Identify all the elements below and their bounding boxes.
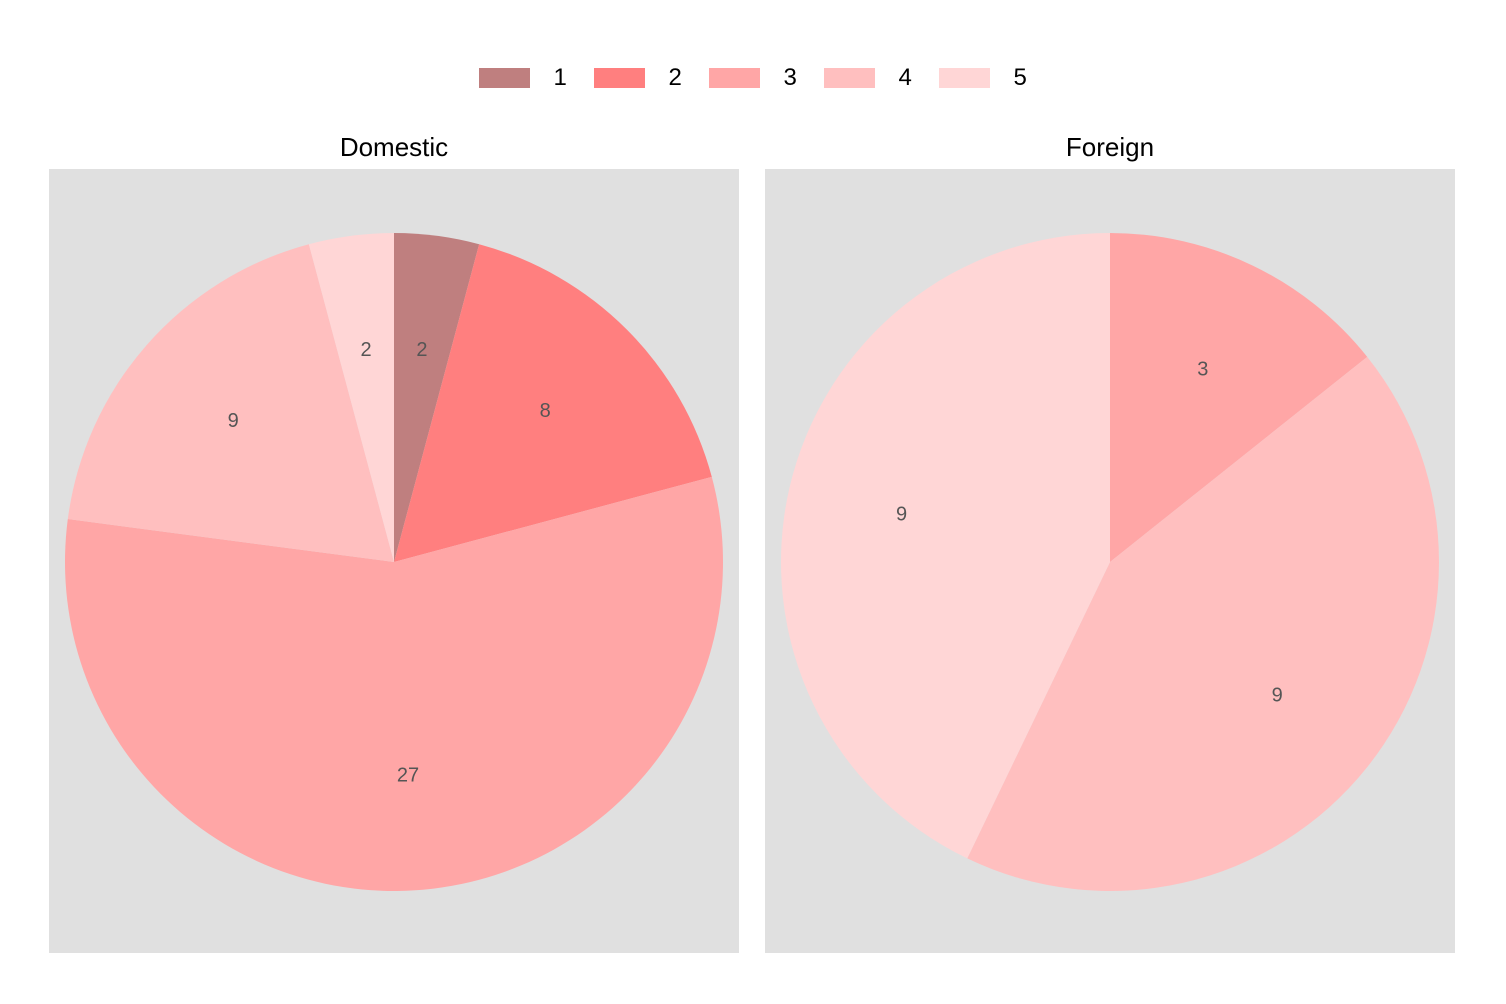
panel-domestic: 2 8 27 9 2 — [49, 169, 739, 953]
legend-swatch-4 — [823, 68, 875, 88]
legend-item-3: 3 — [708, 64, 798, 92]
legend-label-5: 5 — [1013, 64, 1027, 91]
legend-swatch-3 — [708, 68, 760, 88]
pie-chart-domestic: 2 8 27 9 2 — [64, 233, 723, 891]
pie-slice-3 — [64, 476, 723, 891]
slice-label-5: 9 — [896, 503, 907, 525]
slice-label-4: 9 — [228, 410, 239, 432]
legend-swatch-1 — [478, 68, 530, 88]
pie-slice-5 — [308, 233, 394, 562]
pie-slice-4 — [67, 244, 394, 562]
pie-slice-2 — [394, 244, 712, 562]
slice-label-5: 2 — [361, 339, 372, 361]
pie-slice-4 — [967, 356, 1440, 892]
legend-swatch-2 — [593, 68, 645, 88]
slice-label-3: 3 — [1197, 358, 1208, 380]
legend-item-5: 5 — [938, 64, 1028, 92]
panel-title-domestic: Domestic — [339, 132, 449, 162]
pie-slice-3 — [1110, 233, 1368, 562]
legend-swatch-5 — [938, 68, 990, 88]
pie-chart-foreign: 3 9 9 — [780, 232, 1440, 892]
legend-label-2: 2 — [668, 64, 682, 91]
legend-label-4: 4 — [898, 64, 912, 91]
legend: 1 2 3 4 5 — [0, 58, 1506, 98]
legend-label-1: 1 — [553, 64, 567, 91]
panel-title-foreign: Foreign — [1065, 132, 1155, 162]
pie-slice-5 — [780, 232, 1110, 859]
legend-label-3: 3 — [783, 64, 797, 91]
slice-label-4: 9 — [1272, 684, 1283, 706]
pie-slice-1 — [394, 233, 480, 562]
panel-foreign: 3 9 9 — [765, 169, 1455, 953]
legend-item-4: 4 — [823, 64, 913, 92]
slice-label-2: 8 — [540, 400, 551, 422]
legend-item-2: 2 — [593, 64, 683, 92]
slice-label-1: 2 — [416, 339, 427, 361]
legend-item-1: 1 — [478, 64, 568, 92]
slice-label-3: 27 — [397, 764, 419, 786]
